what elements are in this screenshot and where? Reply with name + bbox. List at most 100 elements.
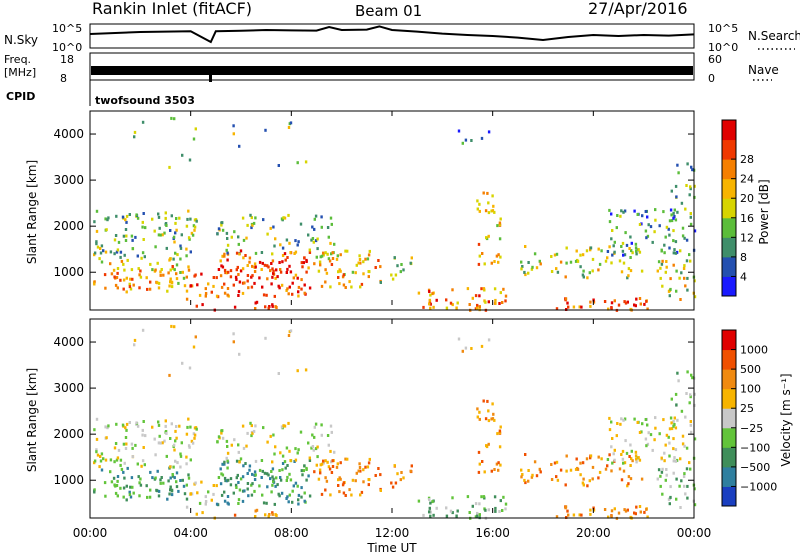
heatmap-cell — [173, 240, 176, 244]
heatmap-cell — [227, 270, 230, 274]
heatmap-cell — [175, 263, 179, 267]
heatmap-cell — [275, 476, 278, 480]
heatmap-cell — [233, 305, 237, 309]
heatmap-cell — [484, 209, 488, 213]
frequency-panel: Freq. [MHz] 18 8 60 0 Nave CPID twofsoun… — [4, 52, 779, 107]
heatmap-cell — [185, 483, 188, 487]
heatmap-cell — [638, 250, 642, 254]
heatmap-cell — [284, 466, 287, 470]
heatmap-cell — [122, 470, 125, 474]
heatmap-cell — [139, 275, 143, 279]
heatmap-cell — [582, 477, 585, 481]
heatmap-cell — [95, 448, 98, 452]
heatmap-cell — [169, 476, 172, 480]
heatmap-cell — [445, 506, 448, 510]
noise-left-tick-bottom: 10^0 — [52, 41, 82, 54]
heatmap-cell — [490, 261, 493, 265]
heatmap-cell — [170, 422, 173, 426]
heatmap-cell — [675, 403, 678, 407]
heatmap-cell — [379, 473, 382, 477]
heatmap-cell — [630, 241, 633, 245]
heatmap-cell — [564, 483, 567, 487]
heatmap-cell — [136, 424, 140, 428]
heatmap-cell — [95, 240, 98, 244]
heatmap-cell — [635, 252, 638, 256]
heatmap-cell — [299, 222, 303, 226]
heatmap-cell — [266, 232, 269, 236]
heatmap-cell — [109, 458, 113, 462]
heatmap-cell — [556, 478, 560, 482]
heatmap-cell — [660, 456, 663, 460]
heatmap-cell — [254, 509, 257, 513]
heatmap-cell — [629, 443, 632, 447]
heatmap-cell — [367, 478, 370, 481]
heatmap-cell — [159, 478, 162, 482]
heatmap-cell — [93, 490, 96, 494]
heatmap-cell — [684, 492, 687, 496]
heatmap-cell — [635, 249, 638, 253]
heatmap-cell — [267, 473, 270, 477]
noise-right-tick-top: 10^5 — [708, 22, 738, 35]
heatmap-cell — [491, 194, 494, 198]
heatmap-cell — [476, 303, 479, 307]
heatmap-cell — [294, 458, 298, 462]
heatmap-cell — [226, 501, 229, 505]
heatmap-cell — [277, 372, 280, 375]
heatmap-cell — [656, 477, 659, 481]
heatmap-cell — [278, 261, 281, 264]
heatmap-cell — [307, 266, 310, 270]
heatmap-cell — [105, 228, 108, 232]
heatmap-cell — [362, 468, 365, 472]
heatmap-cell — [320, 462, 324, 466]
heatmap-cell — [313, 227, 316, 231]
heatmap-cell — [585, 457, 589, 461]
heatmap-cell — [261, 493, 264, 497]
noise-right-tick-bottom: 10^0 — [708, 41, 738, 54]
heatmap-cell — [149, 280, 152, 284]
freq-left-tick-top: 18 — [60, 53, 74, 66]
heatmap-cell — [151, 425, 154, 429]
heatmap-cell — [246, 279, 249, 283]
heatmap-cell — [672, 211, 675, 215]
heatmap-cell — [636, 421, 639, 424]
heatmap-cell — [390, 481, 393, 485]
heatmap-cell — [120, 467, 124, 471]
heatmap-cell — [291, 489, 294, 493]
heatmap-cell — [289, 251, 292, 254]
heatmap-cell — [179, 271, 182, 274]
heatmap-cell — [316, 445, 319, 449]
heatmap-cell — [223, 291, 227, 295]
heatmap-cell — [341, 483, 345, 487]
heatmap-cell — [307, 441, 310, 445]
heatmap-cell — [591, 269, 594, 273]
heatmap-cell — [581, 253, 585, 257]
heatmap-cell — [468, 511, 471, 514]
heatmap-cell — [643, 302, 646, 306]
heatmap-cell — [531, 473, 534, 477]
heatmap-cell — [616, 422, 619, 425]
heatmap-cell — [269, 434, 272, 438]
heatmap-cell — [330, 252, 333, 256]
heatmap-cell — [326, 226, 330, 229]
heatmap-cell — [142, 420, 145, 423]
heatmap-cell — [185, 289, 189, 293]
heatmap-cell — [297, 285, 301, 289]
heatmap-cell — [362, 272, 365, 276]
heatmap-cell — [245, 444, 248, 448]
heatmap-cell — [329, 285, 332, 289]
heatmap-cell — [675, 289, 678, 293]
heatmap-cell — [487, 338, 491, 342]
heatmap-cell — [278, 286, 281, 290]
heatmap-cell — [651, 240, 654, 244]
heatmap-cell — [344, 286, 347, 289]
heatmap-cell — [175, 272, 178, 276]
x-tick-label: 00:00 — [677, 526, 712, 540]
heatmap-cell — [288, 241, 291, 245]
heatmap-cell — [93, 428, 96, 432]
heatmap-cell — [289, 121, 293, 125]
heatmap-cell — [621, 457, 625, 461]
heatmap-cell — [133, 343, 136, 347]
heatmap-cell — [294, 273, 298, 277]
heatmap-cell — [498, 223, 502, 227]
